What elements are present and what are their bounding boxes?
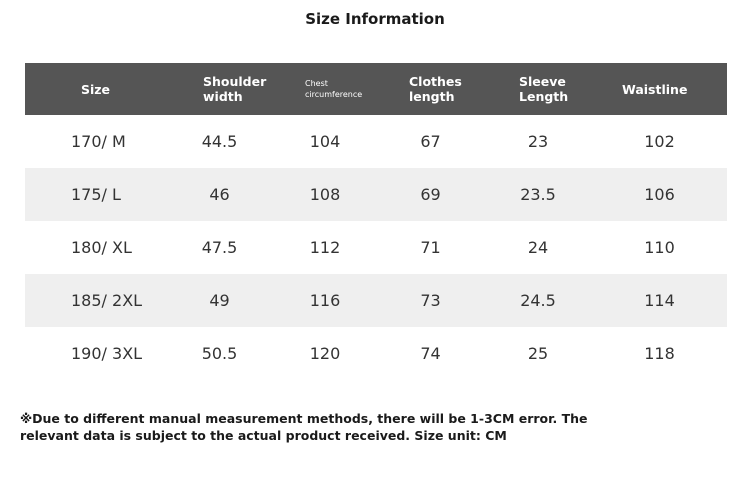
cell-length: 73 bbox=[420, 291, 441, 310]
header-chest-circumference: Chest circumference bbox=[305, 79, 363, 99]
header-clothes-length: Clothes length bbox=[409, 74, 462, 104]
header-sleeve-length: Sleeve Length bbox=[519, 74, 569, 104]
table-row: 175/ L 46 108 69 23.5 106 bbox=[25, 168, 727, 221]
header-size: Size bbox=[80, 81, 111, 97]
size-table: Size Shoulder width Chest circumference … bbox=[25, 63, 727, 380]
table-row: 190/ 3XL 50.5 120 74 25 118 bbox=[25, 327, 727, 380]
cell-sleeve: 23.5 bbox=[520, 185, 556, 204]
cell-chest: 120 bbox=[309, 344, 341, 363]
header-shoulder-width: Shoulder width bbox=[203, 74, 267, 104]
cell-length: 74 bbox=[420, 344, 441, 363]
header-waistline: Waistline bbox=[622, 81, 688, 97]
cell-chest: 116 bbox=[309, 291, 341, 310]
cell-sleeve: 25 bbox=[527, 344, 549, 363]
cell-length: 69 bbox=[420, 185, 441, 204]
cell-chest: 112 bbox=[309, 238, 341, 257]
table-row: 180/ XL 47.5 112 71 24 110 bbox=[25, 221, 727, 274]
cell-shoulder: 49 bbox=[209, 291, 230, 310]
cell-chest: 104 bbox=[309, 132, 341, 151]
cell-sleeve: 24 bbox=[527, 238, 549, 257]
cell-size: 190/ 3XL bbox=[71, 344, 143, 363]
cell-waist: 114 bbox=[644, 291, 675, 310]
cell-waist: 102 bbox=[644, 132, 675, 151]
table-row: 185/ 2XL 49 116 73 24.5 114 bbox=[25, 274, 727, 327]
cell-shoulder: 50.5 bbox=[201, 344, 238, 363]
cell-length: 67 bbox=[420, 132, 441, 151]
table-row: 170/ M 44.5 104 67 23 102 bbox=[25, 115, 727, 168]
cell-size: 180/ XL bbox=[71, 238, 132, 257]
cell-size: 170/ M bbox=[71, 132, 126, 151]
cell-sleeve: 24.5 bbox=[520, 291, 556, 310]
cell-shoulder: 47.5 bbox=[201, 238, 238, 257]
cell-shoulder: 46 bbox=[209, 185, 230, 204]
cell-length: 71 bbox=[420, 238, 441, 257]
cell-size: 185/ 2XL bbox=[71, 291, 143, 310]
cell-chest: 108 bbox=[309, 185, 341, 204]
cell-waist: 106 bbox=[644, 185, 675, 204]
table-header: Size Shoulder width Chest circumference … bbox=[25, 63, 727, 115]
cell-size: 175/ L bbox=[71, 185, 121, 204]
measurement-note: ※Due to different manual measurement met… bbox=[20, 411, 588, 443]
cell-shoulder: 44.5 bbox=[201, 132, 238, 151]
cell-waist: 110 bbox=[644, 238, 675, 257]
cell-waist: 118 bbox=[644, 344, 675, 363]
page-title: Size Information bbox=[305, 10, 445, 28]
cell-sleeve: 23 bbox=[527, 132, 549, 151]
